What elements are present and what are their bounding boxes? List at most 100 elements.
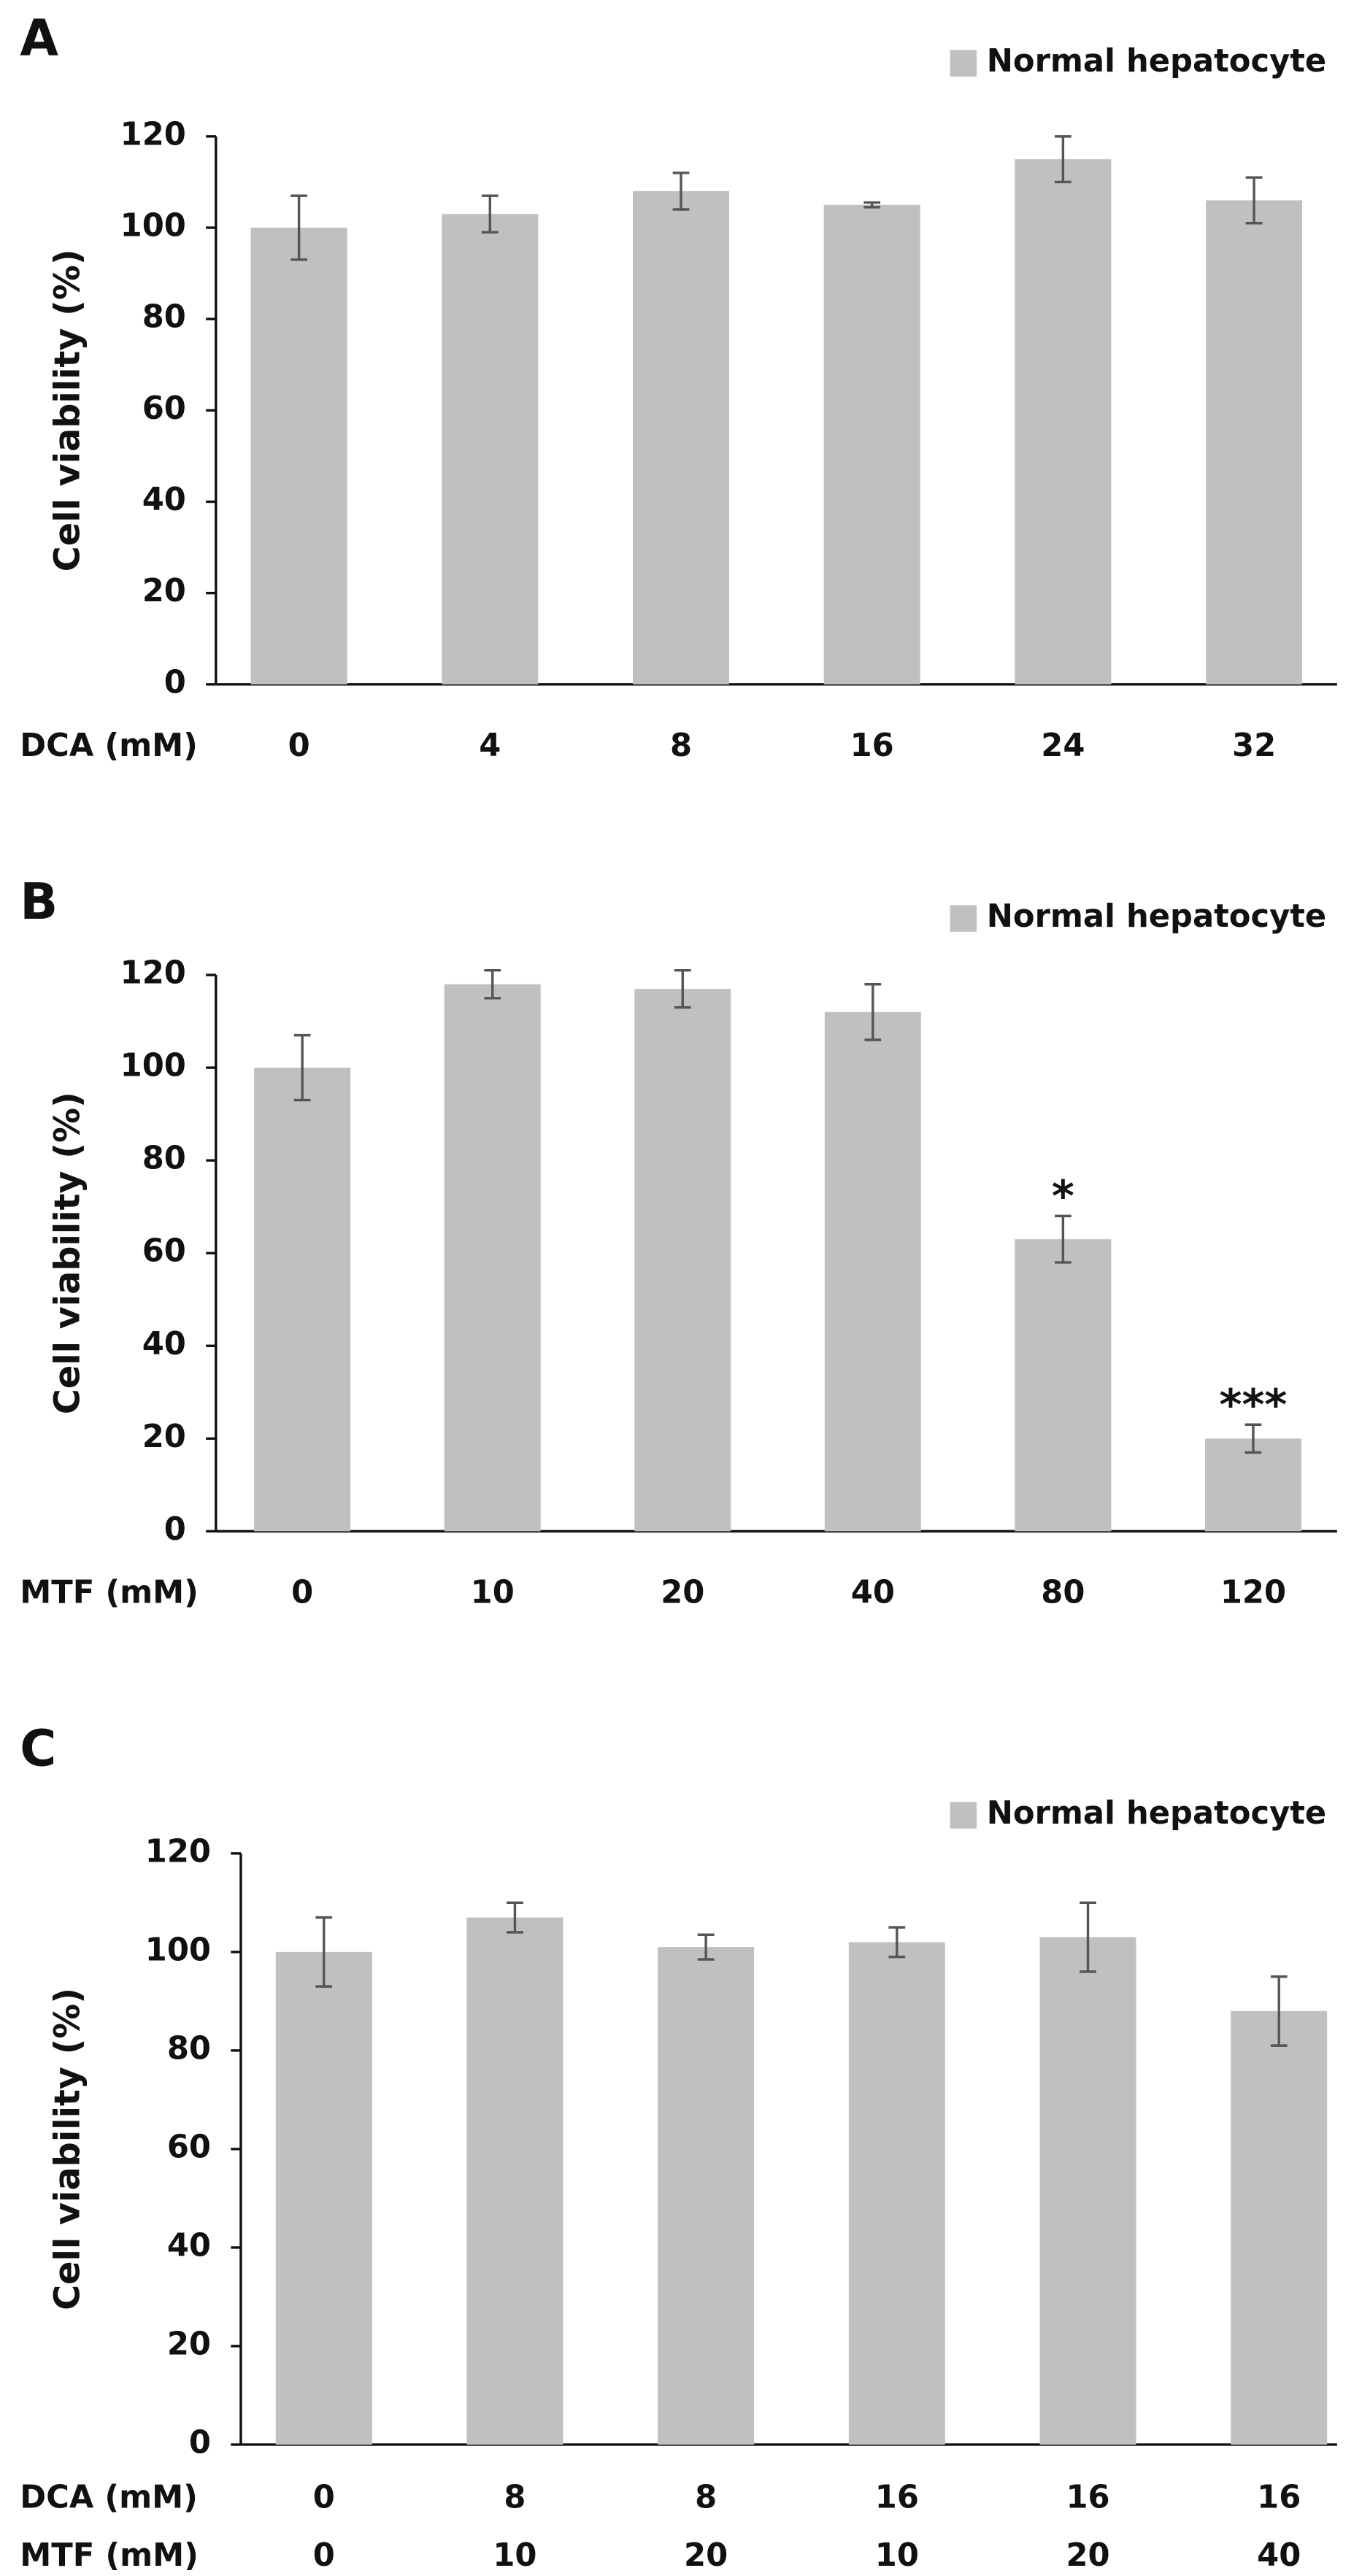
bar — [1231, 2010, 1328, 2445]
x-tick-label: 16 — [850, 728, 894, 764]
x-tick-label: 16 — [1257, 2480, 1301, 2516]
bar — [275, 1951, 372, 2445]
x-tick-label: 0 — [291, 1574, 313, 1611]
bar — [658, 1947, 755, 2445]
legend-label: Normal hepatocyte — [987, 1795, 1327, 1832]
legend-label: Normal hepatocyte — [987, 43, 1327, 80]
y-axis-label: Cell viability (%) — [48, 1092, 88, 1414]
y-axis-label: Cell viability (%) — [48, 1988, 88, 2310]
x-tick-label: 24 — [1041, 728, 1085, 764]
y-tick-label: 0 — [164, 664, 186, 701]
y-tick-label: 80 — [167, 2030, 211, 2067]
y-tick-label: 80 — [142, 1141, 186, 1177]
panel-label: A — [20, 10, 58, 68]
error-bar — [1245, 176, 1263, 225]
bar — [444, 984, 541, 1532]
x-tick-label: 16 — [875, 2480, 919, 2516]
x-row-label: MTF (mM) — [20, 1574, 199, 1611]
x-tick-label: 10 — [493, 2537, 536, 2574]
error-bar — [484, 968, 501, 1000]
error-bar — [481, 194, 499, 234]
y-tick-label: 20 — [142, 1419, 186, 1455]
bar — [1204, 1438, 1301, 1532]
bar — [1015, 1239, 1112, 1532]
x-tick-label: 8 — [695, 2480, 717, 2516]
x-tick-label: 20 — [684, 2537, 728, 2574]
x-tick-label: 4 — [479, 728, 501, 764]
y-tick-label: 60 — [142, 390, 186, 427]
y-tick-label: 120 — [145, 1833, 211, 1870]
error-bar — [1270, 1975, 1288, 2047]
x-tick-label: 0 — [313, 2480, 335, 2516]
panel-label: C — [20, 1721, 56, 1778]
bar — [250, 228, 347, 685]
bar — [466, 1917, 563, 2445]
y-tick-label: 60 — [142, 1233, 186, 1270]
x-tick-label: 0 — [313, 2537, 335, 2574]
error-bar — [863, 201, 881, 209]
error-bar — [674, 968, 691, 1009]
x-tick-label: 16 — [1066, 2480, 1109, 2516]
x-tick-label: 20 — [1066, 2537, 1109, 2574]
y-tick-label: 80 — [142, 299, 186, 336]
y-tick-label: 40 — [142, 1326, 186, 1362]
x-tick-label: 0 — [288, 728, 310, 764]
x-row-label: MTF (mM) — [20, 2537, 199, 2574]
x-tick-label: 32 — [1232, 728, 1276, 764]
legend-label: Normal hepatocyte — [987, 898, 1327, 935]
x-tick-label: 20 — [661, 1574, 704, 1611]
y-axis-label: Cell viability (%) — [48, 249, 88, 571]
error-bar — [1080, 1901, 1096, 1973]
legend-swatch — [950, 1802, 977, 1829]
bar — [823, 204, 920, 685]
y-tick-label: 100 — [120, 208, 186, 244]
x-tick-label: 10 — [471, 1574, 515, 1611]
y-tick-label: 40 — [142, 482, 186, 518]
bar — [1206, 200, 1303, 685]
bar — [824, 1011, 921, 1532]
x-tick-label: 8 — [504, 2480, 526, 2516]
x-tick-label: 120 — [1220, 1574, 1286, 1611]
y-tick-label: 120 — [120, 955, 186, 992]
bar — [633, 190, 729, 685]
y-tick-label: 60 — [167, 2129, 211, 2165]
x-tick-label: 8 — [670, 728, 692, 764]
x-tick-label: 80 — [1041, 1574, 1085, 1611]
y-tick-label: 20 — [167, 2326, 211, 2362]
x-row-label: DCA (mM) — [20, 728, 198, 764]
bar — [254, 1068, 351, 1532]
y-tick-label: 40 — [167, 2227, 211, 2264]
error-bar — [315, 1916, 333, 1988]
error-bar — [672, 171, 690, 211]
error-bar — [1055, 1214, 1071, 1264]
x-tick-label: 10 — [875, 2537, 919, 2574]
error-bar — [291, 194, 307, 261]
error-bar — [864, 983, 882, 1041]
bar — [634, 989, 731, 1532]
y-tick-label: 20 — [142, 573, 186, 609]
legend-swatch — [950, 905, 977, 932]
significance-label: * — [1052, 1171, 1074, 1222]
significance-label: *** — [1220, 1380, 1288, 1430]
error-bar — [888, 1926, 906, 1959]
error-bar — [507, 1901, 523, 1934]
panel-label: B — [20, 874, 58, 931]
y-tick-label: 0 — [164, 1511, 186, 1548]
error-bar — [1055, 135, 1071, 184]
y-tick-label: 100 — [145, 1932, 211, 1968]
bar — [848, 1942, 945, 2445]
y-tick-label: 100 — [120, 1048, 186, 1084]
x-row-label: DCA (mM) — [20, 2480, 198, 2516]
bar — [442, 214, 539, 685]
legend-swatch — [950, 50, 977, 77]
x-tick-label: 40 — [1257, 2537, 1301, 2574]
x-tick-label: 40 — [851, 1574, 895, 1611]
y-tick-label: 120 — [120, 116, 186, 153]
y-tick-label: 0 — [189, 2424, 211, 2461]
error-bar — [697, 1933, 715, 1961]
error-bar — [293, 1033, 311, 1102]
bar — [1039, 1937, 1136, 2445]
error-bar — [1244, 1423, 1262, 1454]
bar — [1015, 159, 1112, 685]
